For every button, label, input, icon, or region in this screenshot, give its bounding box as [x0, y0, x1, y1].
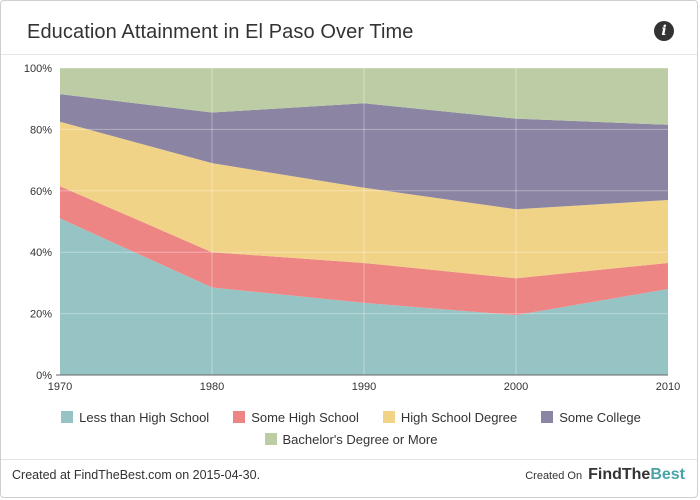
footer: Created at FindTheBest.com on 2015-04-30…: [1, 459, 697, 497]
legend-item[interactable]: Less than High School: [61, 410, 209, 425]
legend-swatch: [382, 411, 395, 424]
x-tick-labels: 1970 1980 1990 2000 2010: [48, 381, 680, 393]
legend: Less than High School Some High School Hig…: [1, 409, 697, 453]
created-on-label: Created On: [525, 470, 583, 482]
area-series-4[interactable]: [60, 68, 668, 125]
legend-label: Some High School: [251, 410, 359, 426]
area-series-0[interactable]: [60, 218, 668, 375]
x-tick-label: 1970: [48, 381, 72, 393]
areas-layer: [60, 68, 668, 375]
legend-item[interactable]: High School Degree: [382, 410, 518, 426]
legend-row-2: Bachelor's Degree or More: [1, 431, 697, 453]
area-chart: 0% 20% 40% 60% 80% 100% 1970 1980 1990 2000 2010: [24, 63, 680, 393]
y-tick-label: 0%: [36, 370, 52, 382]
legend-item[interactable]: Bachelor's Degree or More: [264, 432, 438, 448]
y-tick-label: 20%: [30, 309, 52, 321]
chart-title: Education Attainment in El Paso Over Tim…: [27, 21, 414, 43]
y-tick-labels: 0% 20% 40% 60% 80% 100%: [24, 63, 52, 382]
legend-item[interactable]: Some High School: [233, 410, 359, 425]
brand-logo-part2: Best: [650, 466, 685, 483]
area-series-2[interactable]: [60, 121, 668, 279]
brand-logo-part1: FindThe: [588, 466, 651, 483]
legend-label: High School Degree: [400, 410, 518, 426]
legend-swatch: [61, 411, 74, 424]
created-on-brand[interactable]: Created On FindTheBest: [525, 466, 685, 484]
y-tick-label: 100%: [24, 63, 52, 75]
legend-row-1: Less than High School Some High School Hig…: [1, 409, 697, 431]
x-tick-label: 1990: [352, 381, 376, 393]
legend-label: Less than High School: [79, 410, 210, 426]
y-tick-label: 40%: [30, 247, 52, 259]
x-tick-label: 2000: [504, 381, 528, 393]
created-text: Created at FindTheBest.com on 2015-04-30…: [12, 468, 261, 482]
y-tick-label: 80%: [30, 124, 52, 136]
legend-item[interactable]: Some College: [541, 410, 641, 425]
legend-swatch: [264, 433, 277, 446]
x-tick-label: 2010: [656, 381, 680, 393]
header-divider: [1, 54, 697, 55]
info-icon[interactable]: i: [654, 21, 674, 41]
legend-swatch: [541, 411, 554, 424]
area-series-1[interactable]: [60, 186, 668, 316]
legend-label: Bachelor's Degree or More: [282, 432, 438, 448]
x-tick-label: 1980: [200, 381, 224, 393]
grid-layer: [56, 67, 668, 376]
legend-swatch: [233, 411, 246, 424]
legend-label: Some College: [559, 410, 641, 426]
y-tick-label: 60%: [30, 186, 52, 198]
area-series-3[interactable]: [60, 94, 668, 210]
